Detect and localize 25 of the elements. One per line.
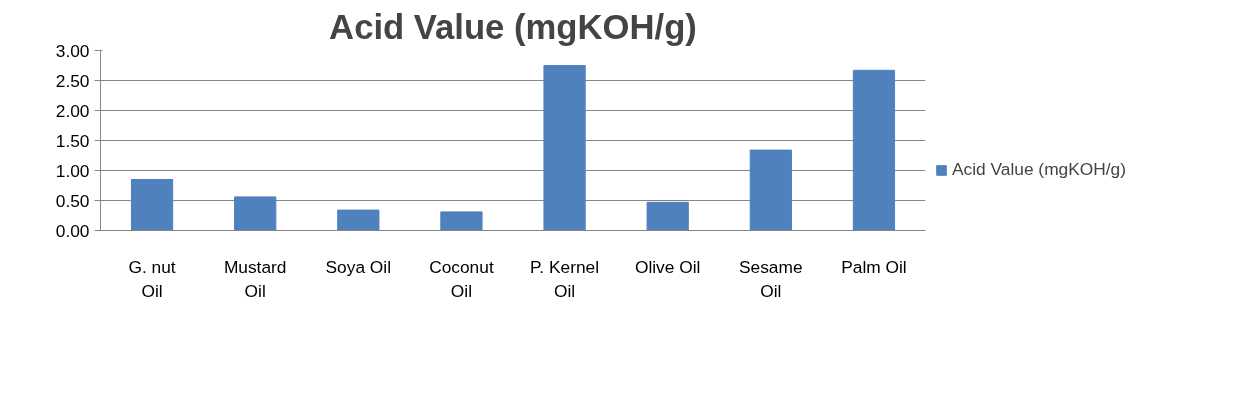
- y-tick-label: 2.50: [55, 70, 90, 91]
- x-tick-label: P. Kernel Oil: [530, 256, 600, 301]
- chart-title: Acid Value (mgKOH/g): [329, 7, 697, 46]
- x-tick-label: Soya Oil: [325, 256, 392, 277]
- y-tick-label: 3.00: [55, 40, 90, 61]
- y-tick-label: 1.50: [55, 130, 90, 151]
- bar: [749, 149, 792, 231]
- bar: [543, 65, 586, 231]
- legend-label: Acid Value (mgKOH/g): [952, 159, 1126, 180]
- y-tick-label: 0.50: [55, 190, 90, 211]
- y-tick-label: 1.00: [55, 160, 90, 181]
- bar: [337, 209, 380, 231]
- bar: [130, 179, 174, 231]
- x-tick-label: Coconut Oil: [429, 256, 494, 301]
- y-tick-label: 2.00: [55, 100, 90, 121]
- x-tick-label: G. nut Oil: [128, 256, 176, 301]
- x-tick-label: Mustard Oil: [223, 256, 287, 301]
- bar: [234, 196, 277, 231]
- x-tick-label: Sesame Oil: [739, 256, 803, 301]
- bar: [852, 69, 896, 231]
- bar: [646, 201, 689, 231]
- bar: [440, 211, 483, 231]
- x-tick-label: Palm Oil: [841, 256, 907, 277]
- y-tick-label: 0.00: [55, 220, 90, 241]
- x-tick-label: Olive Oil: [634, 256, 701, 277]
